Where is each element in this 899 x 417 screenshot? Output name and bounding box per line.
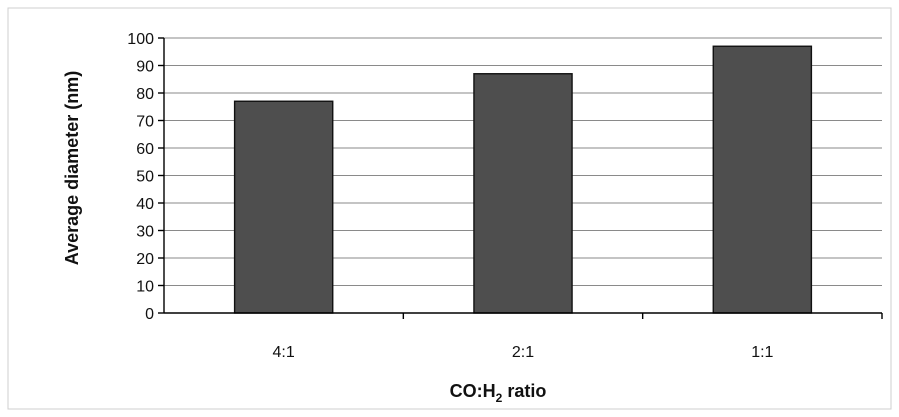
x-tick-label: 2:1	[512, 344, 534, 361]
x-tick-label: 4:1	[273, 344, 295, 361]
y-tick-label: 60	[136, 141, 154, 158]
y-tick-label: 90	[136, 59, 154, 76]
y-tick-labels: 0 10 20 30 40 50 60 70 80 90 100	[127, 31, 164, 323]
x-axis-title-main: CO:H	[450, 381, 496, 401]
bar-1	[233, 100, 334, 314]
y-tick-label: 10	[136, 279, 154, 296]
x-tick-labels: 4:1 2:1 1:1	[273, 313, 883, 361]
y-tick-label: 50	[136, 169, 154, 186]
bar-2	[473, 73, 573, 314]
bars	[233, 45, 813, 314]
y-tick-label: 100	[127, 31, 154, 48]
x-axis-title-subscript: 2	[496, 391, 503, 405]
y-tick-label: 30	[136, 224, 154, 241]
x-tick-label: 1:1	[751, 344, 773, 361]
y-axis-title: Average diameter (nm)	[62, 71, 82, 265]
y-tick-label: 40	[136, 196, 154, 213]
x-axis-title-suffix: ratio	[502, 381, 546, 401]
chart-border	[7, 7, 892, 410]
y-tick-label: 70	[136, 114, 154, 131]
y-tick-label: 0	[145, 306, 154, 323]
x-axis-title: CO:H2 ratio	[450, 381, 547, 405]
bar-3	[712, 45, 813, 314]
y-tick-label: 80	[136, 86, 154, 103]
y-tick-label: 20	[136, 251, 154, 268]
